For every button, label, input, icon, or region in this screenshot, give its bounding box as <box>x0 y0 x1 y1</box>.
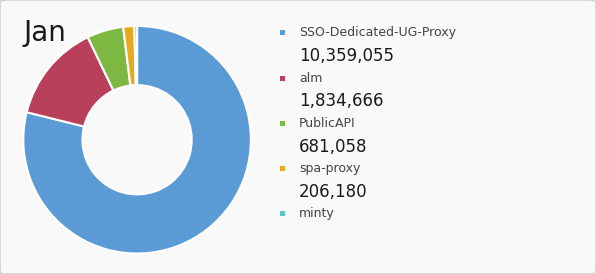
Text: PublicAPI: PublicAPI <box>299 117 356 130</box>
Wedge shape <box>123 26 136 85</box>
Text: 681,058: 681,058 <box>299 138 368 156</box>
Wedge shape <box>88 27 131 90</box>
Text: Jan: Jan <box>24 19 67 47</box>
Wedge shape <box>134 26 137 85</box>
Wedge shape <box>27 37 113 127</box>
Text: SSO-Dedicated-UG-Proxy: SSO-Dedicated-UG-Proxy <box>299 26 456 39</box>
Text: 206,180: 206,180 <box>299 183 368 201</box>
Text: minty: minty <box>299 207 335 220</box>
Text: spa-proxy: spa-proxy <box>299 162 361 175</box>
Text: 10,359,055: 10,359,055 <box>299 47 394 65</box>
Text: 1,834,666: 1,834,666 <box>299 92 384 110</box>
Wedge shape <box>23 26 251 253</box>
Text: alm: alm <box>299 72 322 85</box>
